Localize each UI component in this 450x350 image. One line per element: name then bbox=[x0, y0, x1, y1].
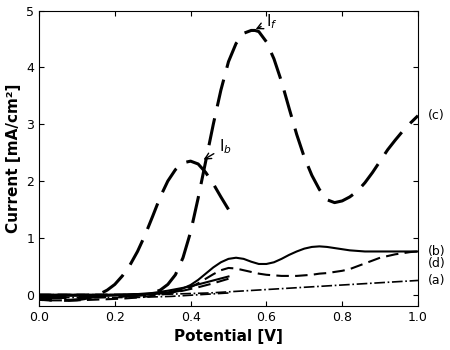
Text: (a): (a) bbox=[428, 274, 445, 287]
X-axis label: Potential [V]: Potential [V] bbox=[174, 329, 283, 344]
Y-axis label: Current [mA/cm²]: Current [mA/cm²] bbox=[5, 84, 21, 233]
Text: (c): (c) bbox=[428, 109, 444, 122]
Text: (d): (d) bbox=[428, 257, 445, 270]
Text: I$_f$: I$_f$ bbox=[257, 12, 278, 30]
Text: I$_b$: I$_b$ bbox=[205, 138, 232, 159]
Text: (b): (b) bbox=[428, 245, 445, 258]
